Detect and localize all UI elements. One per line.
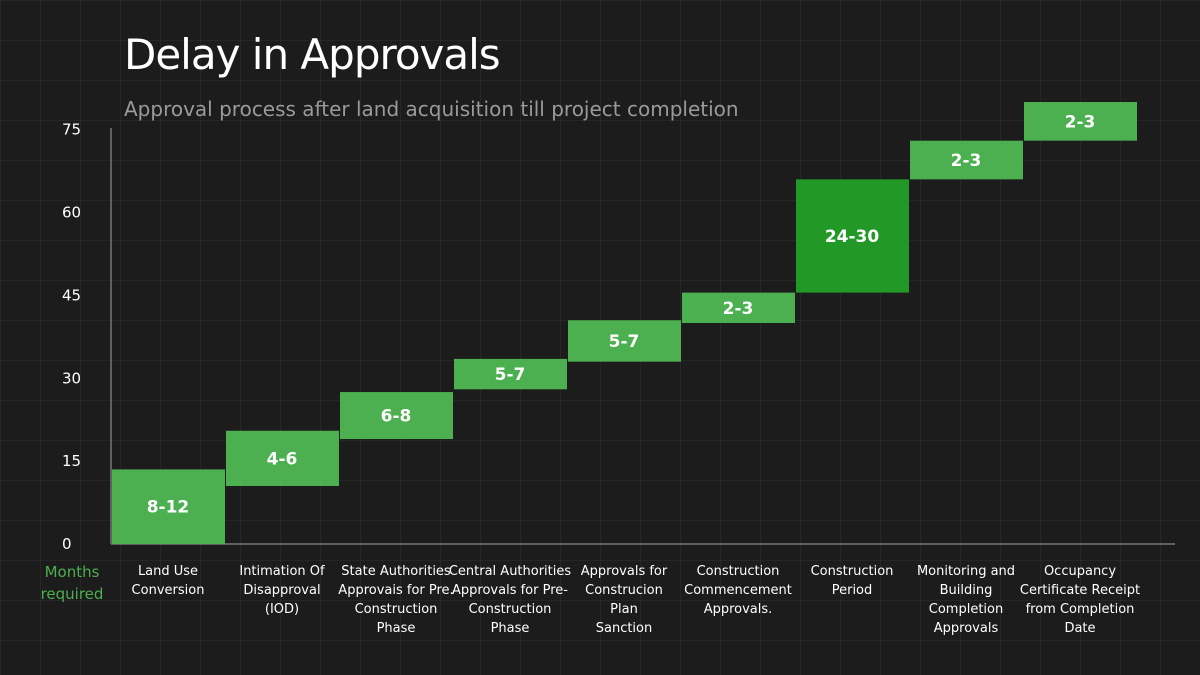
bar-segment <box>796 179 909 293</box>
x-category-label: Date <box>1064 621 1095 636</box>
x-category-label: Period <box>832 583 873 598</box>
y-tick-label: 45 <box>62 286 81 304</box>
bar-segment <box>1024 102 1137 141</box>
x-category-label: from Completion <box>1026 602 1135 617</box>
x-category-label: Construcion <box>585 583 663 598</box>
x-category-label: Central Authorities <box>449 564 572 579</box>
x-category-label: Construction <box>811 564 894 579</box>
bar-value-label: 2-3 <box>723 299 754 319</box>
x-category-label: Approvals for Pre- <box>452 583 568 598</box>
x-category-label: Completion <box>929 602 1003 617</box>
bar-segment <box>682 292 795 323</box>
bar-value-label: 5-7 <box>609 332 640 352</box>
y-axis-label: required <box>41 585 104 603</box>
x-category-label: Land Use <box>138 564 198 579</box>
x-category-label: Sanction <box>596 621 653 636</box>
x-category-label: Plan <box>610 602 638 617</box>
x-category-label: Monitoring and <box>917 564 1015 579</box>
chart-subtitle: Approval process after land acquisition … <box>124 97 739 121</box>
x-category-label: Building <box>940 583 993 598</box>
x-category-label: Occupancy <box>1044 564 1116 579</box>
y-axis-label: Months <box>45 563 100 581</box>
x-category-label: Approvais for Pre. <box>338 583 453 598</box>
x-category-label: Disapproval <box>243 583 320 598</box>
bar-value-label: 5-7 <box>495 365 526 385</box>
x-category-label: Commencement <box>684 583 792 598</box>
chart-title: Delay in Approvals <box>124 30 501 79</box>
x-category-label: Intimation Of <box>239 564 325 579</box>
bar-value-label: 8-12 <box>147 498 190 518</box>
bar-value-label: 24-30 <box>825 227 880 247</box>
x-category-label: Approvals <box>934 621 999 636</box>
x-category-label: Conversion <box>132 583 205 598</box>
x-category-label: Certificate Receipt <box>1020 583 1140 598</box>
bar-value-label: 2-3 <box>951 151 982 171</box>
y-tick-label: 75 <box>62 121 81 139</box>
bar-segment <box>454 358 567 390</box>
x-category-label: Phase <box>377 621 416 636</box>
bar-segment <box>568 320 681 362</box>
x-category-label: Construction <box>469 602 552 617</box>
bar-value-label: 6-8 <box>381 407 412 427</box>
bar-segment <box>226 430 339 486</box>
bar-segment <box>340 392 453 440</box>
bar-segment <box>112 469 225 544</box>
x-category-label: Approvals for <box>581 564 668 579</box>
y-tick-label: 0 <box>62 535 72 553</box>
y-tick-label: 60 <box>62 204 81 222</box>
y-tick-label: 15 <box>62 452 81 470</box>
bar-segment <box>910 140 1023 180</box>
x-category-label: Construction <box>697 564 780 579</box>
x-category-label: Approvals. <box>704 602 773 617</box>
x-category-label: Construction <box>355 602 438 617</box>
y-tick-label: 30 <box>62 369 81 387</box>
x-category-label: (IOD) <box>265 602 299 617</box>
bar-value-label: 2-3 <box>1065 112 1096 132</box>
bar-value-label: 4-6 <box>267 449 298 469</box>
x-category-label: Phase <box>491 621 530 636</box>
x-category-label: State Authorities <box>341 564 451 579</box>
